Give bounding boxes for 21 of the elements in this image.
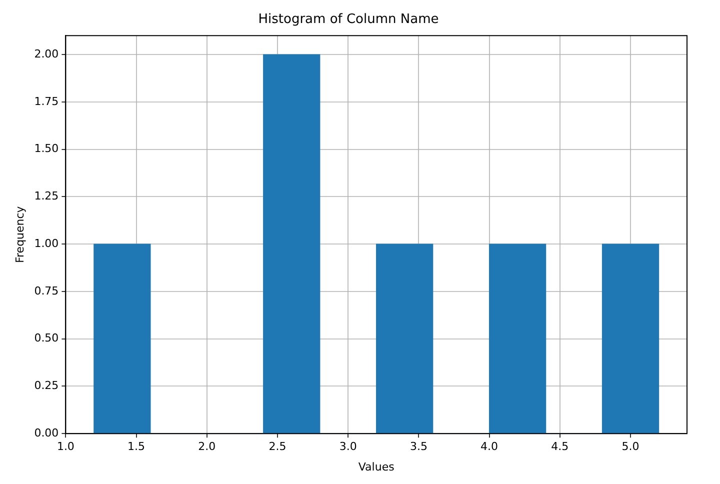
x-tick-label: 1.5 <box>128 440 146 454</box>
y-tick-label: 0.00 <box>34 426 59 440</box>
y-tick-label: 0.50 <box>34 332 59 345</box>
x-tick-label: 3.0 <box>339 440 357 454</box>
x-tick-label: 4.0 <box>480 440 498 454</box>
y-tick-label: 1.75 <box>34 94 59 108</box>
chart-title: Histogram of Column Name <box>258 12 439 28</box>
x-tick-label: 3.5 <box>410 440 428 454</box>
y-tick-label: 1.25 <box>34 190 59 203</box>
y-tick-label: 0.75 <box>34 284 59 298</box>
x-tick-label: 1.0 <box>56 440 74 454</box>
y-tick-label: 2.00 <box>34 47 59 60</box>
x-tick-label: 4.5 <box>551 440 569 454</box>
x-axis-title: Values <box>358 460 395 474</box>
y-axis-title: Frequency <box>13 206 26 264</box>
y-tick-label: 1.00 <box>34 236 59 250</box>
y-tick-label: 0.25 <box>34 379 59 392</box>
y-tick-label: 1.50 <box>34 142 59 156</box>
x-tick-label: 2.0 <box>198 440 216 454</box>
x-tick-label: 5.0 <box>622 440 640 454</box>
x-tick-label: 2.5 <box>268 440 286 454</box>
